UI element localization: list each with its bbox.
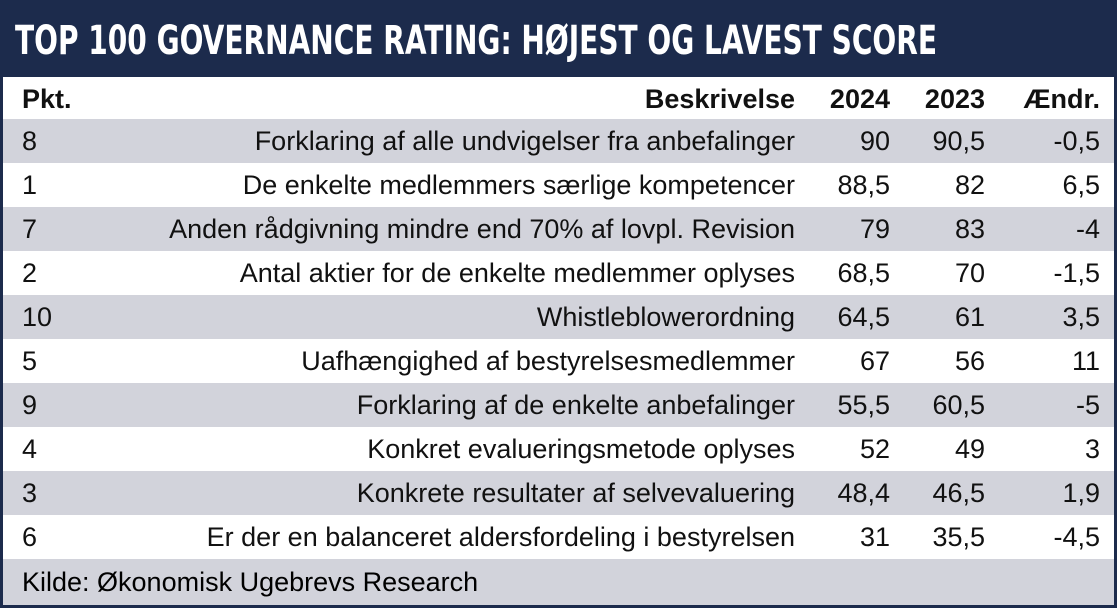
title-bar: TOP 100 GOVERNANCE RATING: HØJEST OG LAV… (3, 3, 1114, 77)
change: -4,5 (1053, 522, 1100, 552)
score-2024: 67 (859, 346, 890, 376)
source: Kilde: Økonomisk Ugebrevs Research (22, 567, 479, 597)
pkt: 5 (22, 346, 38, 376)
description: Beskrivelse (644, 84, 795, 114)
table-row: 5 Uafhængighed af bestyrelsesmedlemmer 67 5… (3, 339, 1114, 383)
change: 3 (1084, 434, 1100, 464)
title: TOP 100 GOVERNANCE RATING: HØJEST OG LAV… (15, 18, 937, 64)
description: Konkrete resultater af selvevaluering (356, 478, 795, 508)
score-2024: 79 (859, 214, 890, 244)
change: 3,5 (1062, 302, 1100, 332)
footer: Kilde: Økonomisk Ugebrevs Research (3, 559, 1114, 605)
score-2023: 90,5 (932, 126, 985, 156)
change: Ændr. (1023, 84, 1100, 114)
pkt: 9 (22, 390, 38, 420)
change: -5 (1075, 390, 1100, 420)
score-2023: 70 (954, 258, 985, 288)
change: 11 (1071, 346, 1100, 376)
table-row: 1 De enkelte medlemmers særlige kompetenc… (3, 163, 1114, 207)
pkt: 2 (22, 258, 38, 288)
score-2023: 56 (954, 346, 985, 376)
change: 6,5 (1062, 170, 1100, 200)
score-2023: 35,5 (932, 522, 985, 552)
score-2024: 68,5 (837, 258, 890, 288)
table-row: 8 Forklaring af alle undvigelser fra anbe… (3, 119, 1114, 163)
score-2023: 82 (954, 170, 985, 200)
score-2023: 61 (954, 302, 985, 332)
score-2024: 2024 (829, 84, 890, 114)
description: De enkelte medlemmers særlige kompetence… (242, 170, 795, 200)
table-row: 9 Forklaring af de enkelte anbefalinger 55… (3, 383, 1114, 427)
score-2023: 49 (954, 434, 985, 464)
pkt: 1 (22, 170, 38, 200)
description: Forklaring af de enkelte anbefalinger (356, 390, 795, 420)
table-row: 7 Anden rådgivning mindre end 70% af lovp… (3, 207, 1114, 251)
change: -0,5 (1053, 126, 1100, 156)
score-2024: 88,5 (837, 170, 890, 200)
change: -1,5 (1053, 258, 1100, 288)
score-2023: 2023 (924, 84, 985, 114)
score-2023: 60,5 (932, 390, 985, 420)
table-row: 2 Antal aktier for de enkelte medlemmer o… (3, 251, 1114, 295)
pkt: 4 (22, 434, 38, 464)
pkt: 8 (22, 126, 38, 156)
pkt: Pkt. (22, 84, 72, 114)
table-row: Pkt. Beskrivelse 2024 2023 Ændr. (3, 77, 1114, 121)
score-2023: 46,5 (932, 478, 985, 508)
score-2024: 55,5 (837, 390, 890, 420)
table-row: 6 Er der en balanceret aldersfordeling i … (3, 515, 1114, 559)
score-2023: 83 (954, 214, 985, 244)
pkt: 10 (22, 302, 53, 332)
table-row: 10 Whistleblowerordning 64,5 61 3,5 (3, 295, 1114, 339)
change: -4 (1075, 214, 1100, 244)
score-2024: 31 (859, 522, 890, 552)
description: Forklaring af alle undvigelser fra anbef… (254, 126, 795, 156)
table-row: 4 Konkret evalueringsmetode oplyses 52 49 3 (3, 427, 1114, 471)
description: Er der en balanceret aldersfordeling i b… (206, 522, 795, 552)
pkt: 6 (22, 522, 38, 552)
score-2024: 90 (859, 126, 890, 156)
description: Whistleblowerordning (536, 302, 795, 332)
change: 1,9 (1062, 478, 1100, 508)
pkt: 3 (22, 478, 38, 508)
table-row: 3 Konkrete resultater af selvevaluering 48… (3, 471, 1114, 515)
score-2024: 64,5 (837, 302, 890, 332)
description: Konkret evalueringsmetode oplyses (367, 434, 795, 464)
description: Antal aktier for de enkelte medlemmer op… (239, 258, 795, 288)
score-2024: 52 (859, 434, 890, 464)
description: Anden rådgivning mindre end 70% af lovpl… (169, 214, 795, 244)
pkt: 7 (22, 214, 38, 244)
score-2024: 48,4 (837, 478, 890, 508)
description: Uafhængighed af bestyrelsesmedlemmer (301, 346, 795, 376)
